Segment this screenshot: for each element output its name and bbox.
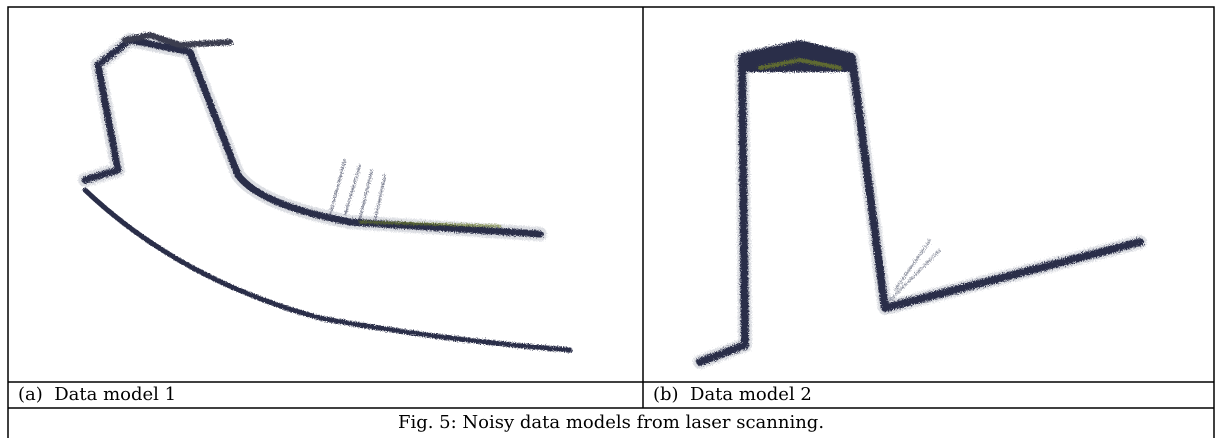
figure-frame xyxy=(0,0,1224,438)
figure-caption: Fig. 5: Noisy data models from laser sca… xyxy=(8,410,1214,436)
table-borders xyxy=(8,7,1214,438)
point-cloud-1 xyxy=(85,35,570,350)
page: (a) Data model 1 (b) Data model 2 Fig. 5… xyxy=(0,0,1224,438)
point-cloud-2 xyxy=(700,42,1140,362)
panel-caption: (a) Data model 1 xyxy=(18,382,176,408)
panel-caption: (b) Data model 2 xyxy=(653,382,812,408)
